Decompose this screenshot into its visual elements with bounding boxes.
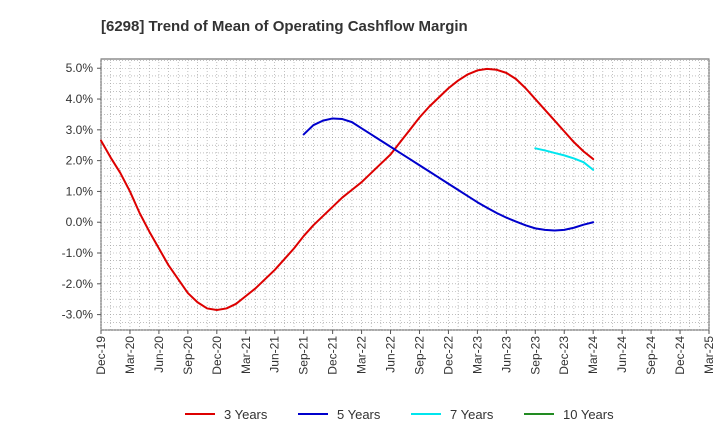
x-tick-label: Sep-21 xyxy=(297,336,311,375)
legend-label: 3 Years xyxy=(224,407,268,422)
y-tick-label: 2.0% xyxy=(66,154,94,168)
x-tick-label: Dec-23 xyxy=(557,336,571,375)
x-tick-label: Dec-21 xyxy=(326,336,340,375)
legend-label: 10 Years xyxy=(563,407,614,422)
x-tick-label: Jun-22 xyxy=(384,336,398,373)
y-tick-label: -3.0% xyxy=(62,308,94,322)
y-tick-label: 3.0% xyxy=(66,123,94,137)
x-tick-label: Dec-22 xyxy=(441,336,455,375)
y-tick-label: 5.0% xyxy=(66,61,94,75)
x-tick-label: Mar-24 xyxy=(586,336,600,374)
x-tick-label: Mar-20 xyxy=(123,336,137,374)
y-tick-label: -1.0% xyxy=(62,246,94,260)
y-axis: 5.0% 4.0% 3.0% 2.0% 1.0% 0.0% -1.0% -2.0% -3.0% xyxy=(62,61,101,321)
x-tick-label: Mar-22 xyxy=(355,336,369,374)
x-tick-label: Dec-24 xyxy=(673,336,687,375)
x-tick-label: Mar-21 xyxy=(239,336,253,374)
x-tick-label: Jun-21 xyxy=(268,336,282,373)
x-tick-label: Sep-20 xyxy=(181,336,195,375)
x-tick-label: Dec-20 xyxy=(210,336,224,375)
chart-title: [6298] Trend of Mean of Operating Cashfl… xyxy=(101,18,468,35)
legend-label: 5 Years xyxy=(337,407,381,422)
x-axis: Dec-19 Mar-20 Jun-20 Sep-20 Dec-20 Mar-21 Jun-… xyxy=(94,330,716,375)
x-tick-label: Sep-22 xyxy=(412,336,426,375)
x-tick-label: Jun-23 xyxy=(499,336,513,373)
x-tick-label: Dec-19 xyxy=(94,336,108,375)
legend: 3 Years 5 Years 7 Years 10 Years xyxy=(185,407,614,422)
plot-area xyxy=(101,59,709,330)
x-tick-label: Mar-23 xyxy=(470,336,484,374)
x-tick-label: Jun-20 xyxy=(152,336,166,373)
y-tick-label: 0.0% xyxy=(66,215,94,229)
x-tick-label: Mar-25 xyxy=(702,336,716,374)
legend-label: 7 Years xyxy=(450,407,494,422)
y-tick-label: -2.0% xyxy=(62,277,94,291)
x-tick-label: Sep-23 xyxy=(528,336,542,375)
x-tick-label: Jun-24 xyxy=(615,336,629,373)
x-tick-label: Sep-24 xyxy=(644,336,658,375)
y-tick-label: 4.0% xyxy=(66,92,94,106)
y-tick-label: 1.0% xyxy=(66,184,94,198)
